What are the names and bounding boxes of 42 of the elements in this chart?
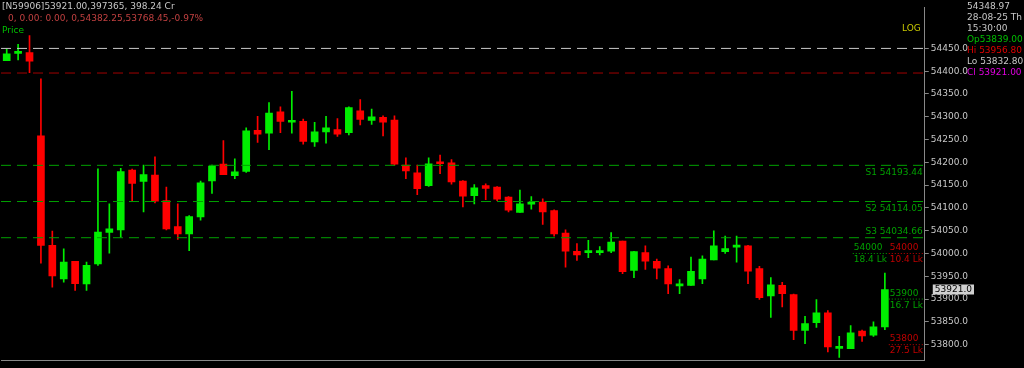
candlestick: [230, 158, 239, 180]
y-tick-label: 53800.0: [930, 338, 969, 349]
candlestick: [436, 154, 444, 175]
y-tick-label: 53850.0: [930, 316, 969, 327]
y-tick-label: 54050.0: [930, 225, 969, 236]
candlestick: [573, 243, 581, 261]
candlestick: [766, 277, 775, 318]
y-tick-label: 54100.0: [930, 202, 969, 213]
candlestick: [322, 115, 330, 144]
y-tick-label: 53950.0: [930, 270, 969, 281]
text: Lo 53832.80: [967, 55, 1024, 66]
text: Hi 53956.80: [967, 44, 1023, 55]
y-tick-label: 54450.0: [930, 42, 969, 53]
ref-line-label: 54000 18.4 Lk: [853, 242, 888, 265]
ref-line-label: S1 54193.44: [865, 167, 924, 178]
y-tick-label: 54200.0: [930, 156, 969, 167]
y-tick-label: 54250.0: [930, 133, 969, 144]
y-tick-label: 54350.0: [930, 88, 969, 99]
ref-line-label: 53900 16.7 Lk: [889, 287, 924, 310]
text: Cl 53921.00: [967, 66, 1022, 77]
text: Op53839.00: [967, 33, 1024, 44]
chart-title: [N59906]53921.00,397365, 398.24 Cr: [2, 0, 175, 11]
candlestick: [481, 183, 490, 201]
y-tick-label: 53900.0: [930, 293, 969, 304]
y-tick-label: 54150.0: [930, 179, 969, 190]
text: 54348.97: [967, 0, 1010, 11]
text: 15:30:00: [967, 22, 1008, 33]
y-tick-label: 54000.0: [930, 247, 969, 258]
annotation: LOG: [902, 22, 921, 33]
y-axis-title: Price: [2, 24, 25, 35]
ref-line-label: S3 54034.66: [865, 225, 924, 236]
candlestick: [173, 203, 182, 240]
candlestick: [835, 336, 844, 358]
candlestick: [287, 90, 296, 134]
ref-line-label: 54000 10.4 Lk: [889, 242, 924, 265]
text: 53921.0: [934, 283, 973, 294]
ref-line-label: 53800 27.5 Lk: [889, 333, 924, 356]
ref-line-label: S2 54114.05: [865, 203, 923, 214]
candlestick: [527, 196, 536, 210]
text: 0, 0.00: 0.00, 0,54382.25,53768.45,-0.97%: [8, 12, 204, 23]
text: 28-08-25 Th: [967, 11, 1022, 22]
y-tick-label: 54300.0: [930, 111, 969, 122]
